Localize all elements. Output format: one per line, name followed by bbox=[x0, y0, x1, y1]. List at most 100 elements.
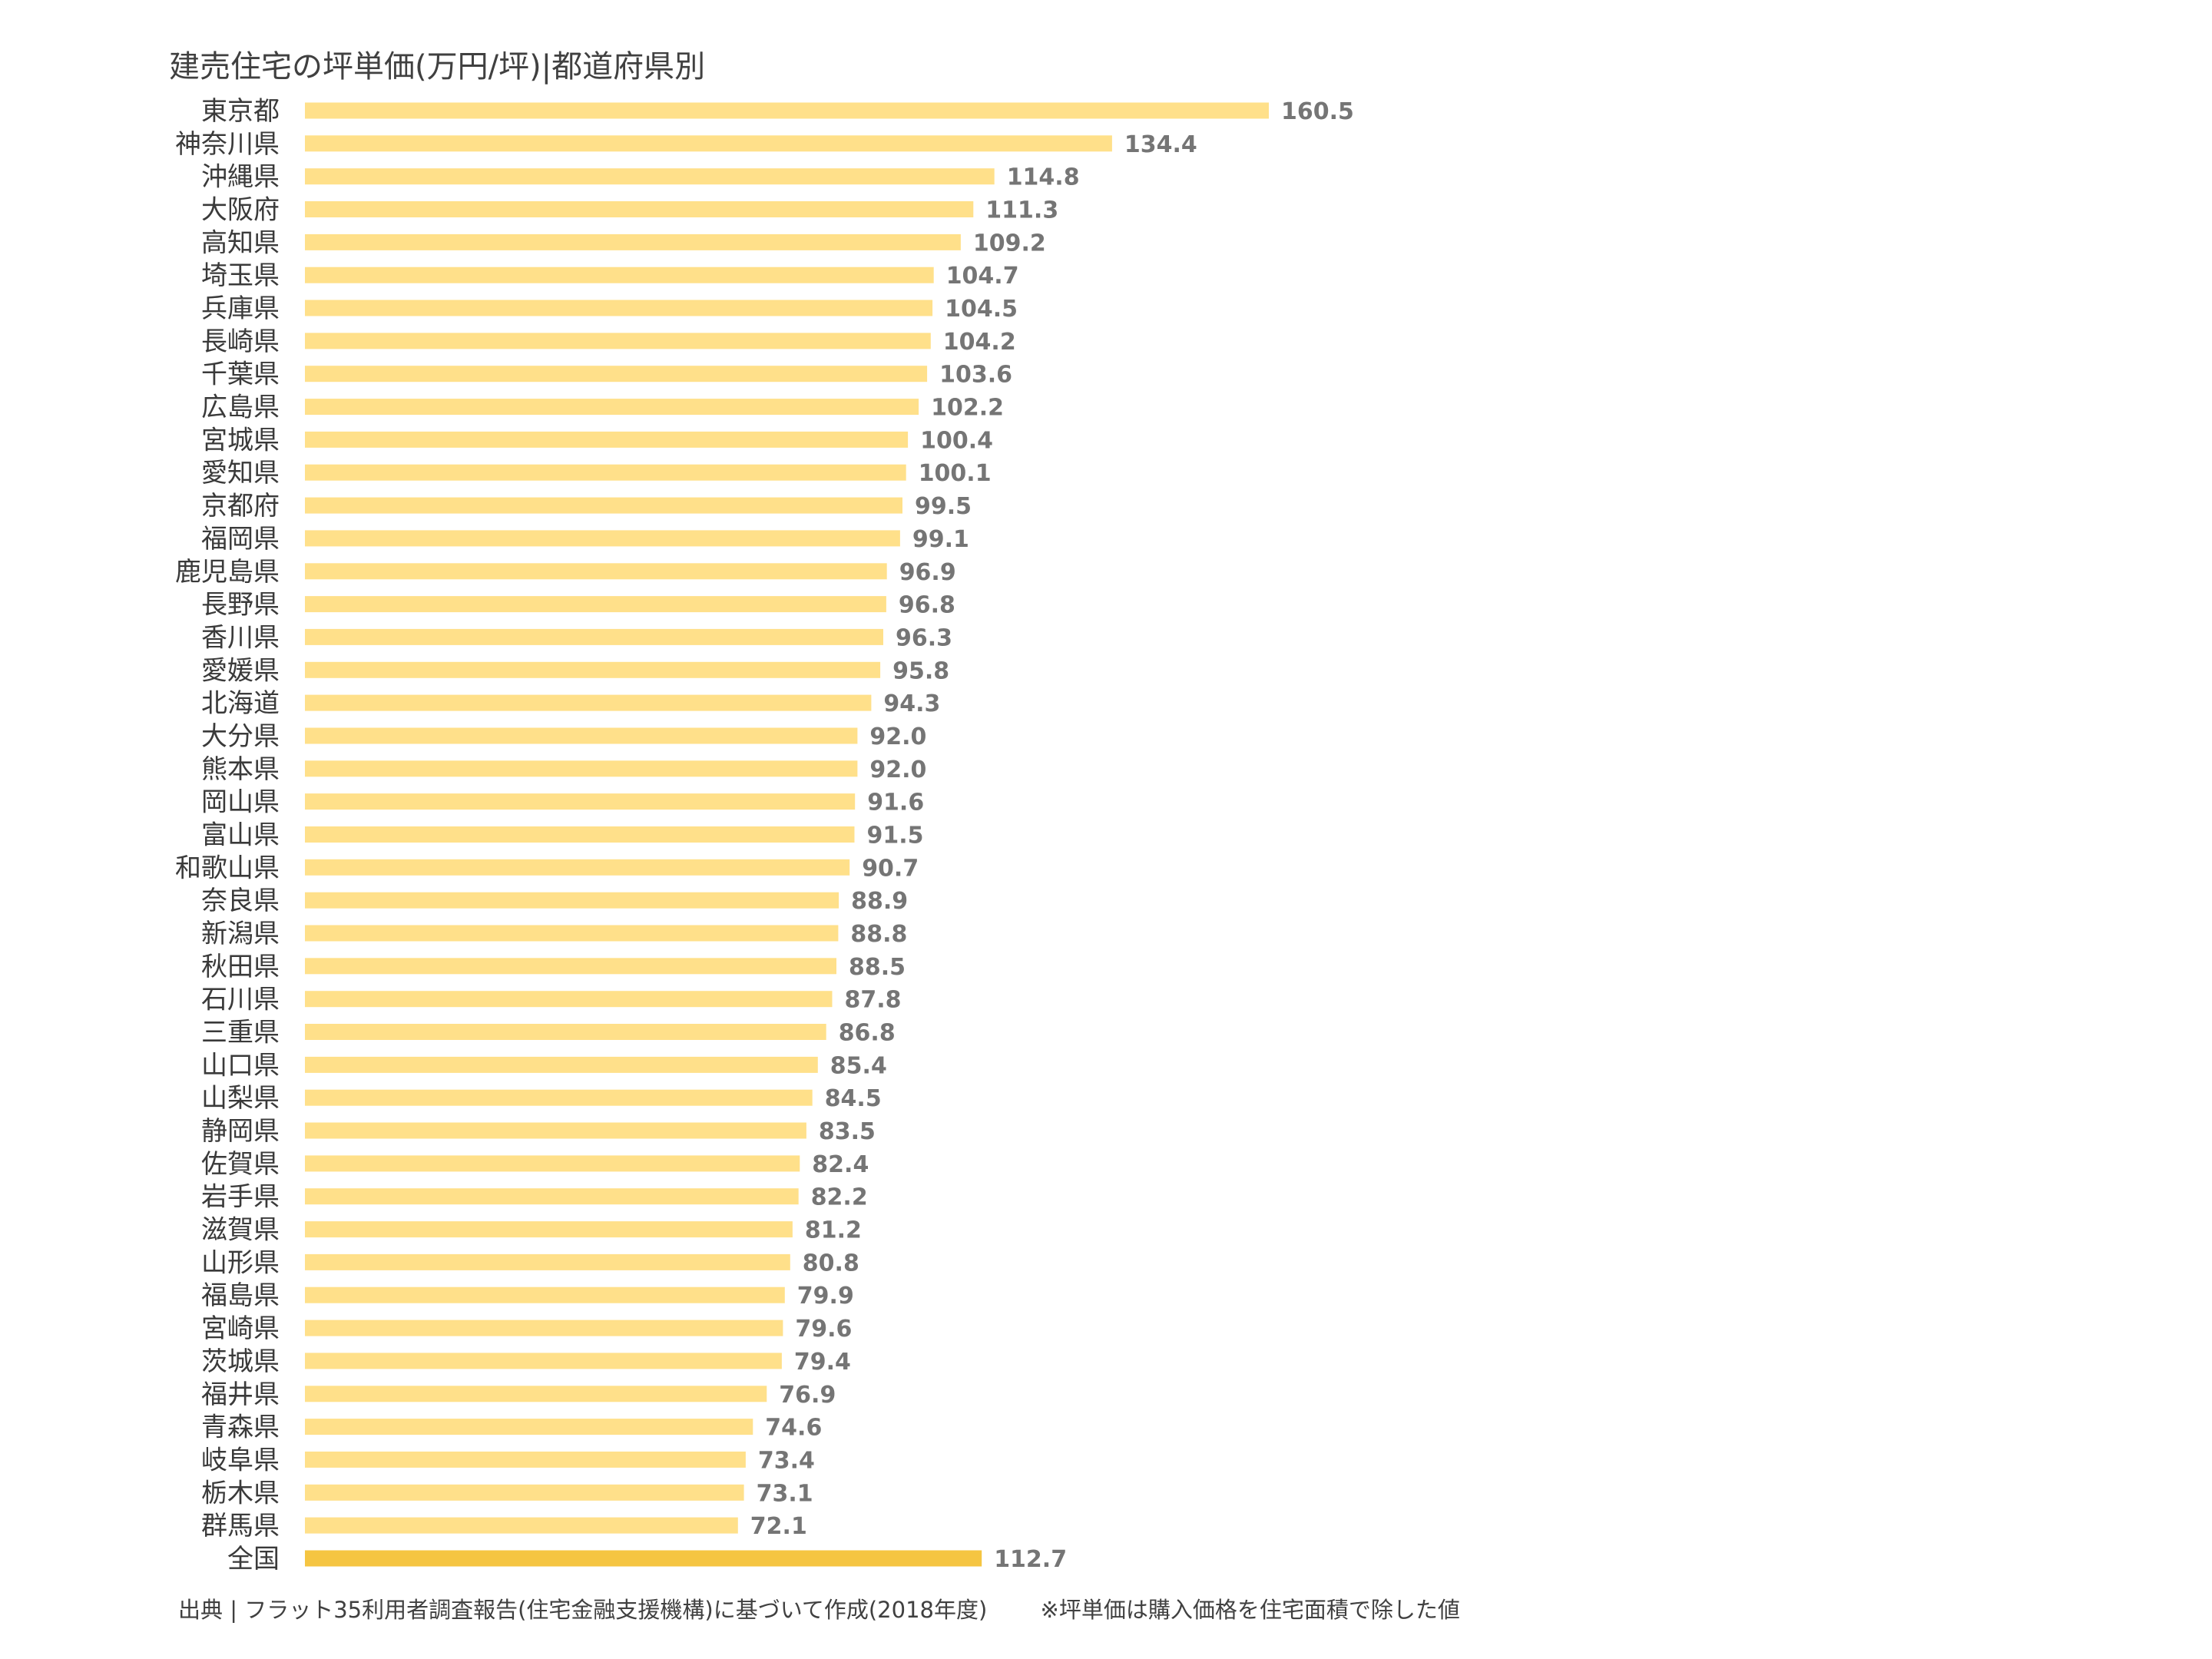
value-label: 87.8 bbox=[845, 987, 902, 1014]
value-label: 114.8 bbox=[1007, 164, 1080, 191]
bar-39 bbox=[305, 1386, 767, 1402]
bar-16 bbox=[305, 628, 883, 645]
value-label: 79.9 bbox=[797, 1283, 854, 1310]
bar-33 bbox=[305, 1188, 799, 1205]
value-label: 74.6 bbox=[765, 1415, 822, 1442]
value-label: 80.8 bbox=[803, 1250, 859, 1277]
bar-43 bbox=[305, 1517, 738, 1534]
bar-0 bbox=[305, 102, 1269, 119]
bar-35 bbox=[305, 1253, 790, 1270]
bar-26 bbox=[305, 958, 836, 975]
value-labels-group: 160.5 134.4 114.8 111.3 109.2 104.7 104.5 104.2… bbox=[750, 98, 1354, 1573]
category-label: 長野県 bbox=[201, 590, 280, 621]
category-label: 大阪府 bbox=[201, 195, 280, 226]
category-label: 群馬県 bbox=[201, 1511, 280, 1541]
bar-5 bbox=[305, 267, 934, 283]
category-label: 和歌山県 bbox=[175, 853, 280, 883]
category-label: 静岡県 bbox=[201, 1116, 280, 1147]
bar-11 bbox=[305, 464, 906, 481]
bar-14 bbox=[305, 563, 887, 580]
value-label: 83.5 bbox=[819, 1118, 876, 1145]
bar-2 bbox=[305, 168, 995, 185]
bar-12 bbox=[305, 497, 902, 514]
category-label: 福島県 bbox=[201, 1280, 280, 1311]
value-label: 88.8 bbox=[850, 921, 907, 948]
value-label: 73.4 bbox=[758, 1447, 815, 1474]
value-label: 96.3 bbox=[896, 624, 952, 651]
category-label: 長崎県 bbox=[201, 326, 280, 357]
value-label: 90.7 bbox=[862, 855, 919, 882]
category-label: 香川県 bbox=[201, 622, 280, 653]
category-label: 愛知県 bbox=[201, 458, 280, 488]
bar-31 bbox=[305, 1122, 806, 1139]
category-label: 広島県 bbox=[201, 392, 280, 423]
bar-27 bbox=[305, 991, 833, 1008]
value-label: 99.1 bbox=[912, 526, 969, 553]
bar-42 bbox=[305, 1484, 744, 1501]
category-label: 岡山県 bbox=[201, 787, 280, 818]
value-label: 88.9 bbox=[851, 888, 908, 915]
category-label: 熊本県 bbox=[201, 754, 280, 785]
category-label: 沖縄県 bbox=[201, 162, 280, 193]
value-label: 112.7 bbox=[994, 1546, 1067, 1573]
value-label: 100.4 bbox=[920, 427, 993, 454]
value-label: 94.3 bbox=[883, 690, 940, 717]
category-label: 奈良県 bbox=[201, 886, 280, 916]
bar-28 bbox=[305, 1024, 826, 1040]
value-label: 81.2 bbox=[805, 1217, 862, 1244]
value-label: 91.6 bbox=[867, 790, 924, 816]
bar-23 bbox=[305, 859, 850, 876]
category-label: 福岡県 bbox=[201, 524, 280, 555]
category-label: 東京都 bbox=[201, 96, 280, 127]
value-label: 72.1 bbox=[750, 1513, 807, 1540]
value-label: 92.0 bbox=[869, 757, 926, 783]
category-label: 山口県 bbox=[201, 1050, 280, 1081]
value-label: 111.3 bbox=[985, 197, 1058, 224]
value-label: 79.6 bbox=[795, 1316, 852, 1343]
note-text: ※坪単価は購入価格を住宅面積で除した値 bbox=[1040, 1597, 1460, 1623]
bar-24 bbox=[305, 892, 839, 909]
value-label: 104.2 bbox=[943, 329, 1016, 356]
category-label: 富山県 bbox=[201, 820, 280, 851]
category-label: 茨城県 bbox=[201, 1346, 280, 1377]
value-label: 104.5 bbox=[945, 296, 1018, 323]
value-label: 88.5 bbox=[849, 954, 906, 981]
bar-13 bbox=[305, 530, 900, 547]
bar-15 bbox=[305, 596, 886, 613]
bar-41 bbox=[305, 1451, 746, 1468]
category-label: 高知県 bbox=[201, 227, 280, 258]
category-label: 鹿児島県 bbox=[175, 557, 280, 588]
value-label: 76.9 bbox=[779, 1382, 836, 1409]
value-label: 102.2 bbox=[931, 395, 1004, 422]
category-label: 兵庫県 bbox=[201, 293, 280, 324]
category-label: 宮崎県 bbox=[201, 1313, 280, 1344]
category-label: 三重県 bbox=[201, 1018, 280, 1048]
value-label: 100.1 bbox=[919, 460, 992, 487]
bar-22 bbox=[305, 826, 855, 843]
bars-group bbox=[305, 102, 1269, 1567]
value-label: 95.8 bbox=[892, 657, 949, 684]
value-label: 92.0 bbox=[869, 724, 926, 750]
bar-9 bbox=[305, 399, 919, 416]
bar-4 bbox=[305, 233, 961, 250]
value-label: 96.9 bbox=[899, 559, 956, 586]
category-label: 岐阜県 bbox=[201, 1445, 280, 1475]
category-label: 滋賀県 bbox=[201, 1215, 280, 1246]
bar-7 bbox=[305, 333, 931, 349]
category-label: 全国 bbox=[227, 1544, 280, 1575]
bar-37 bbox=[305, 1320, 783, 1336]
value-label: 109.2 bbox=[973, 230, 1046, 257]
chart-title: 建売住宅の坪単価(万円/坪)|都道府県別 bbox=[169, 49, 706, 84]
category-label: 岩手県 bbox=[201, 1182, 280, 1213]
bar-20 bbox=[305, 760, 858, 777]
category-label: 秋田県 bbox=[201, 952, 280, 982]
category-labels-group: 東京都神奈川県沖縄県大阪府高知県埼玉県兵庫県長崎県千葉県広島県宮城県愛知県京都府… bbox=[175, 96, 280, 1575]
value-label: 73.1 bbox=[757, 1480, 813, 1507]
category-label: 北海道 bbox=[201, 688, 280, 719]
bar-44 bbox=[305, 1550, 982, 1567]
category-label: 石川県 bbox=[201, 985, 280, 1015]
category-label: 福井県 bbox=[201, 1379, 280, 1410]
value-label: 99.5 bbox=[915, 493, 972, 520]
bar-38 bbox=[305, 1353, 782, 1369]
bar-32 bbox=[305, 1155, 800, 1172]
